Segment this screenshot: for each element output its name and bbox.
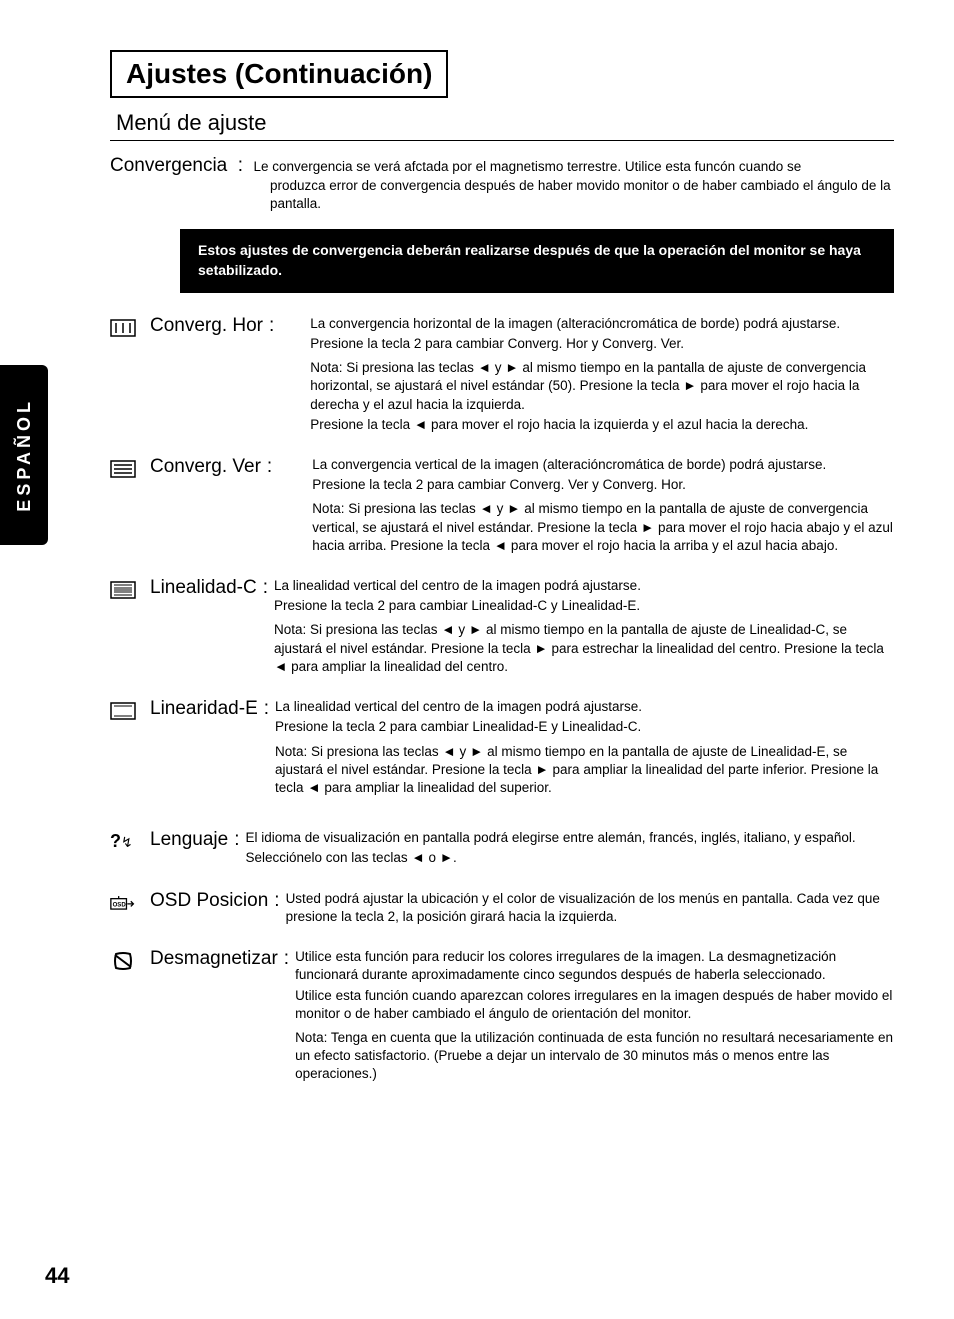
item-converg-hor: Converg. Hor : La convergencia horizonta… bbox=[110, 315, 894, 436]
degauss-icon bbox=[110, 948, 150, 977]
desc-p: Nota: Si presiona las teclas ◄ y ► al mi… bbox=[310, 359, 894, 414]
item-lenguaje: ?↯ Lenguaje : El idioma de visualización… bbox=[110, 829, 894, 869]
conv-ver-icon bbox=[110, 456, 150, 485]
item-osd-posicion: OSD OSD Posicion : Usted podrá ajustar l… bbox=[110, 890, 894, 928]
item-desc: Utilice esta función para reducir los co… bbox=[295, 948, 894, 1086]
desc-p: Nota: Tenga en cuenta que la utilización… bbox=[295, 1029, 894, 1084]
desc-p: La linealidad vertical del centro de la … bbox=[275, 698, 894, 716]
intro-desc-1: Le convergencia se verá afctada por el m… bbox=[253, 159, 801, 174]
item-linearidad-e: Linearidad-E : La linealidad vertical de… bbox=[110, 698, 894, 799]
item-desmagnetizar: Desmagnetizar : Utilice esta función par… bbox=[110, 948, 894, 1086]
page-subtitle: Menú de ajuste bbox=[110, 110, 894, 136]
item-sep: : bbox=[263, 315, 280, 337]
desc-p: Nota: Si presiona las teclas ◄ y ► al mi… bbox=[312, 500, 894, 555]
intro-section: Convergencia : Le convergencia se verá a… bbox=[110, 155, 894, 213]
desc-p: El idioma de visualización en pantalla p… bbox=[245, 829, 894, 847]
item-desc: La convergencia horizontal de la imagen … bbox=[280, 315, 894, 436]
item-sep: : bbox=[228, 829, 245, 851]
item-desc: El idioma de visualización en pantalla p… bbox=[245, 829, 894, 869]
item-sep: : bbox=[268, 890, 285, 912]
desc-p: La linealidad vertical del centro de la … bbox=[274, 577, 894, 595]
lang-icon: ?↯ bbox=[110, 829, 150, 852]
item-converg-ver: Converg. Ver : La convergencia vertical … bbox=[110, 456, 894, 557]
desc-p: Utilice esta función cuando aparezcan co… bbox=[295, 987, 894, 1023]
conv-hor-icon bbox=[110, 315, 150, 344]
item-label: Linealidad-C bbox=[150, 577, 257, 599]
lin-c-icon bbox=[110, 577, 150, 606]
intro-desc-2: produzca error de convergencia después d… bbox=[110, 177, 894, 213]
desc-p: Usted podrá ajustar la ubicación y el co… bbox=[286, 890, 894, 926]
desc-p: La convergencia vertical de la imagen (a… bbox=[312, 456, 894, 474]
osd-icon: OSD bbox=[110, 890, 150, 919]
page-number: 44 bbox=[45, 1263, 69, 1289]
subtitle-rule bbox=[110, 140, 894, 141]
desc-p: Presione la tecla 2 para cambiar Converg… bbox=[312, 476, 894, 494]
item-desc: La convergencia vertical de la imagen (a… bbox=[278, 456, 894, 557]
item-label: Linearidad-E bbox=[150, 698, 258, 720]
callout-box: Estos ajustes de convergencia deberán re… bbox=[180, 229, 894, 292]
desc-p: Nota: Si presiona las teclas ◄ y ► al mi… bbox=[275, 743, 894, 798]
item-linealidad-c: Linealidad-C : La linealidad vertical de… bbox=[110, 577, 894, 678]
language-tab: ESPAÑOL bbox=[0, 365, 48, 545]
desc-p: Utilice esta función para reducir los co… bbox=[295, 948, 894, 984]
desc-p: La convergencia horizontal de la imagen … bbox=[310, 315, 894, 333]
desc-p: Nota: Si presiona las teclas ◄ y ► al mi… bbox=[274, 621, 894, 676]
item-desc: La linealidad vertical del centro de la … bbox=[275, 698, 894, 799]
item-label: Converg. Ver bbox=[150, 456, 261, 478]
page-title: Ajustes (Continuación) bbox=[126, 58, 432, 89]
desc-p: Presione la tecla 2 para cambiar Lineali… bbox=[274, 597, 894, 615]
item-desc: Usted podrá ajustar la ubicación y el co… bbox=[286, 890, 894, 928]
item-sep: : bbox=[261, 456, 278, 478]
svg-text:OSD: OSD bbox=[113, 902, 127, 908]
desc-p: Presione la tecla ◄ para mover el rojo h… bbox=[310, 416, 894, 434]
item-sep: : bbox=[278, 948, 295, 970]
desc-p: Presione la tecla 2 para cambiar Lineali… bbox=[275, 718, 894, 736]
item-sep: : bbox=[258, 698, 275, 720]
item-desc: La linealidad vertical del centro de la … bbox=[274, 577, 894, 678]
lin-e-icon bbox=[110, 698, 150, 727]
intro-label: Convergencia bbox=[110, 155, 227, 176]
item-sep: : bbox=[257, 577, 274, 599]
item-label: Lenguaje bbox=[150, 829, 228, 851]
item-label: Desmagnetizar bbox=[150, 948, 278, 970]
desc-p: Selecciónelo con las teclas ◄ o ►. bbox=[245, 849, 894, 867]
language-tab-text: ESPAÑOL bbox=[14, 398, 35, 512]
intro-sep: : bbox=[232, 155, 249, 176]
page-content: Ajustes (Continuación) Menú de ajuste Co… bbox=[0, 0, 954, 1136]
desc-p: Presione la tecla 2 para cambiar Converg… bbox=[310, 335, 894, 353]
page-title-box: Ajustes (Continuación) bbox=[110, 50, 448, 98]
item-label: OSD Posicion bbox=[150, 890, 268, 912]
item-label: Converg. Hor bbox=[150, 315, 263, 337]
